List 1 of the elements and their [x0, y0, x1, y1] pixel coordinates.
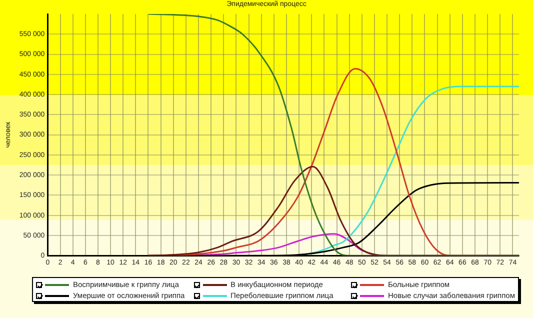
line-series — [147, 14, 519, 256]
